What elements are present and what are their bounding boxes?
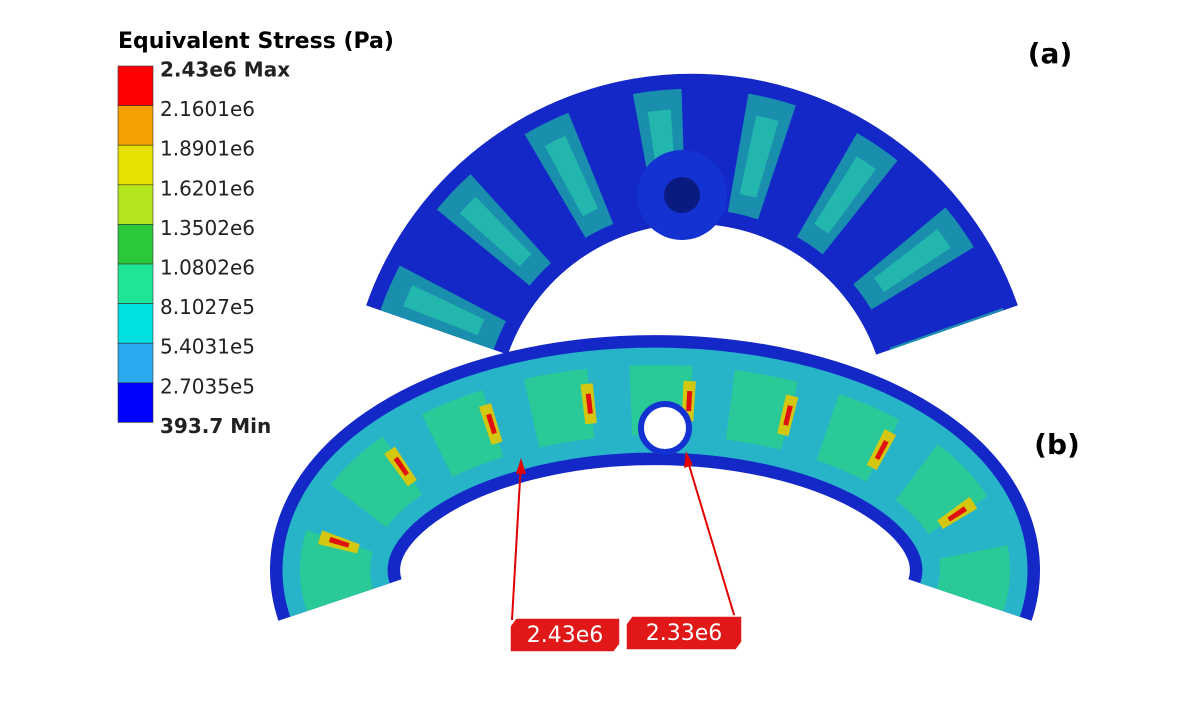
gear-b [270, 335, 1040, 621]
legend-band [117, 184, 154, 225]
legend-label: 393.7 Min [160, 414, 271, 438]
legend-band [117, 105, 154, 146]
callout-box [509, 617, 621, 653]
legend-band [117, 263, 154, 304]
arrow-head [516, 458, 526, 474]
legend-label: 2.1601e6 [160, 97, 255, 121]
gear-a [366, 73, 1018, 356]
legend-band [117, 303, 154, 344]
gear-b-stress-green [300, 365, 1010, 612]
callouts: 2.43e6 2.33e6 [509, 615, 743, 653]
legend-label: 1.0802e6 [160, 256, 255, 280]
callout-arrow [511, 461, 522, 621]
legend-label: 5.4031e5 [160, 335, 255, 359]
callout-label: 2.33e6 [646, 621, 723, 646]
arrow-head [684, 451, 693, 468]
legend-label: 1.8901e6 [160, 137, 255, 161]
legend-title: Equivalent Stress (Pa) [118, 29, 394, 54]
gear-b-hole [638, 401, 692, 455]
legend-band [117, 382, 154, 423]
legend-label: 8.1027e5 [160, 295, 255, 319]
legend: Equivalent Stress (Pa) 2.43e6 Max 2.1601e… [117, 29, 394, 438]
legend-label: 2.7035e5 [160, 374, 255, 398]
legend-band [117, 65, 154, 106]
legend-label: 1.3502e6 [160, 216, 255, 240]
panel-label: (a) [1028, 37, 1073, 70]
legend-label: 1.6201e6 [160, 176, 255, 200]
gear-a-hole [664, 177, 700, 213]
legend-band [117, 342, 154, 384]
callout-box [625, 615, 743, 651]
callout-arrow [685, 454, 736, 619]
legend-band [117, 144, 154, 186]
callout-label: 2.43e6 [527, 623, 604, 648]
gear-a-stripes [380, 88, 1004, 351]
panel-label: (b) [1034, 428, 1080, 461]
legend-band [117, 224, 154, 265]
legend-label: 2.43e6 Max [160, 58, 290, 82]
